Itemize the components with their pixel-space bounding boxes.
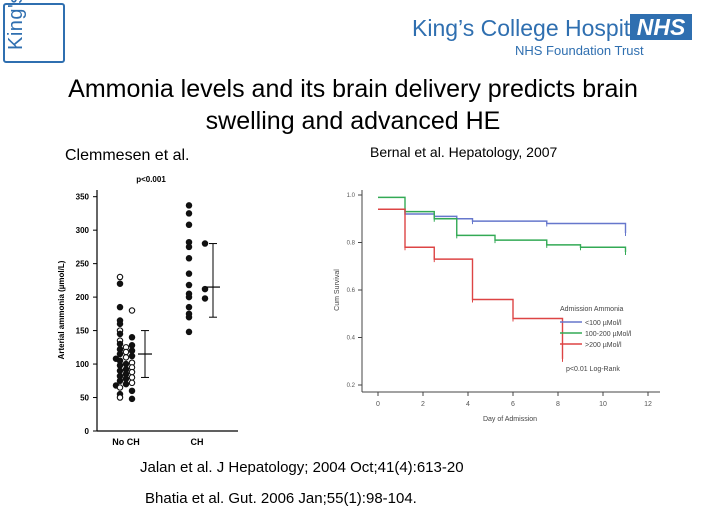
scatter-p-value: p<0.001 <box>136 175 166 184</box>
scatter-point <box>201 295 209 302</box>
km-x-axis-label: Day of Admission <box>483 416 537 423</box>
km-y-tick-label: 0.4 <box>347 336 356 342</box>
scatter-point <box>122 360 130 368</box>
scatter-point <box>185 293 193 301</box>
km-y-tick-label: 0.8 <box>347 241 356 247</box>
slide-title-line-2: swelling and advanced HE <box>205 107 501 135</box>
scatter-point <box>116 350 124 358</box>
km-legend-label: <100 µMol/l <box>585 320 622 327</box>
km-x-tick-label: 8 <box>556 401 560 408</box>
scatter-category-label: No CH <box>112 437 140 447</box>
scatter-y-tick-label: 350 <box>76 193 90 202</box>
scatter-point <box>185 328 193 336</box>
km-legend-pvalue: p<0.01 Log-Rank <box>566 366 620 373</box>
km-x-tick-label: 2 <box>421 401 425 408</box>
scatter-point <box>185 243 193 251</box>
scatter-point <box>185 255 193 262</box>
reference-bhatia: Bhatia et al. Gut. 2006 Jan;55(1):98-104… <box>145 490 417 507</box>
scatter-point <box>116 384 124 391</box>
km-legend-label: 100-200 µMol/l <box>585 331 632 338</box>
scatter-y-tick-label: 150 <box>76 327 90 336</box>
scatter-point <box>185 210 193 217</box>
km-survival-curve <box>378 208 627 233</box>
km-y-axis-label: Cum Survival <box>334 269 341 311</box>
scatter-y-tick-label: 300 <box>76 226 90 235</box>
km-y-tick-label: 0.6 <box>347 288 356 294</box>
scatter-point <box>128 374 136 381</box>
scatter-point <box>122 380 130 388</box>
km-y-tick-label: 1.0 <box>347 193 356 199</box>
km-x-tick-label: 6 <box>511 401 515 408</box>
scatter-y-tick-label: 0 <box>85 427 90 436</box>
scatter-point <box>116 394 124 401</box>
scatter-point <box>128 352 136 360</box>
scatter-point <box>116 362 124 369</box>
scatter-y-axis-label: Arterial ammonia (µmol/L) <box>57 260 66 359</box>
scatter-point <box>116 340 124 348</box>
scatter-category-label: CH <box>191 437 204 447</box>
km-survival-curve <box>378 208 564 359</box>
scatter-point <box>116 273 124 281</box>
km-x-tick-label: 4 <box>466 401 470 408</box>
scatter-point <box>116 303 124 311</box>
scatter-point <box>128 334 136 341</box>
km-x-tick-label: 12 <box>644 401 652 408</box>
scatter-point <box>185 221 193 229</box>
km-y-tick-label: 0.2 <box>347 383 356 389</box>
scatter-point <box>128 395 136 403</box>
scatter-point <box>128 342 136 349</box>
scatter-point <box>128 347 136 354</box>
scatter-point <box>116 320 124 328</box>
scatter-point <box>128 368 136 376</box>
km-legend-label: >200 µMol/l <box>585 342 622 349</box>
kings-logo: King's <box>3 0 65 63</box>
scatter-y-tick-label: 50 <box>80 394 89 403</box>
hospital-name: King’s College Hospital <box>412 15 649 41</box>
scatter-point <box>128 387 136 395</box>
scatter-point <box>185 303 193 311</box>
scatter-point <box>128 307 136 314</box>
km-x-tick-label: 10 <box>599 401 607 408</box>
trust-name: NHS Foundation Trust <box>515 43 644 58</box>
scatter-point <box>122 375 130 383</box>
scatter-point <box>116 280 124 287</box>
scatter-point <box>201 285 209 293</box>
scatter-point <box>185 281 193 289</box>
scatter-point <box>116 377 124 385</box>
scatter-y-tick-label: 200 <box>76 293 90 302</box>
scatter-point <box>185 313 193 321</box>
reference-jalan: Jalan et al. J Hepatology; 2004 Oct;41(4… <box>140 459 464 476</box>
left-figure-caption: Clemmesen et al. <box>65 147 190 164</box>
nhs-logo: NHS <box>630 14 692 40</box>
km-legend-title: Admission Ammonia <box>560 306 624 313</box>
scatter-point <box>122 348 130 356</box>
slide-title-line-1: Ammonia levels and its brain delivery pr… <box>68 75 638 103</box>
scatter-point <box>201 240 209 247</box>
scatter-point <box>116 367 124 374</box>
km-x-tick-label: 0 <box>376 401 380 408</box>
scatter-point <box>185 270 193 277</box>
scatter-y-tick-label: 250 <box>76 260 90 269</box>
scatter-point <box>185 202 193 209</box>
scatter-point <box>128 379 136 387</box>
right-figure-caption: Bernal et al. Hepatology, 2007 <box>370 144 558 160</box>
scatter-y-tick-label: 100 <box>76 360 90 369</box>
km-survival-curve <box>378 196 627 252</box>
scatter-point <box>116 330 124 338</box>
scatter-point <box>122 354 130 361</box>
